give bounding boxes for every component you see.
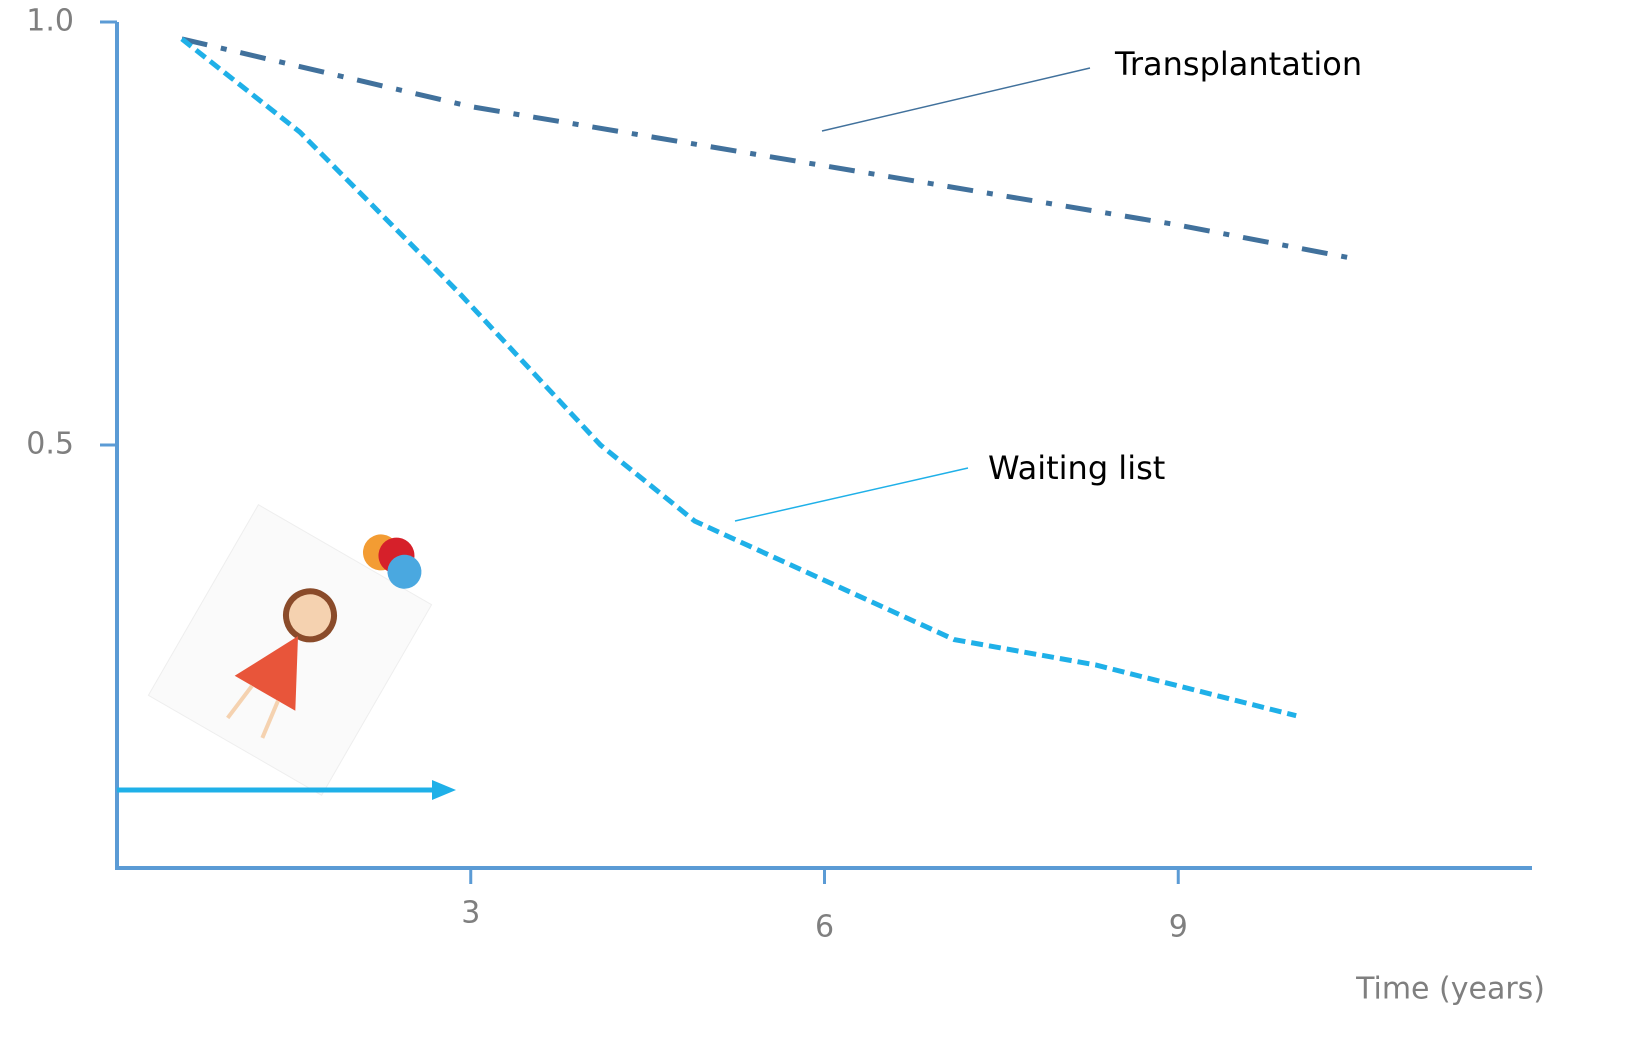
y-tick-label: 0.5 <box>26 427 74 462</box>
x-tick-label: 9 <box>1169 910 1188 945</box>
x-tick-label: 3 <box>461 896 480 931</box>
series-line <box>180 36 1297 719</box>
arrow-head <box>432 780 456 800</box>
y-tick-label: 1.0 <box>26 4 74 39</box>
leader-line <box>734 467 969 522</box>
series-line <box>181 36 1356 262</box>
x-tick-label: 6 <box>815 910 834 945</box>
leader-line <box>821 67 1091 132</box>
series-label: Waiting list <box>988 449 1165 487</box>
x-axis-title: Time (years) <box>1355 972 1545 1007</box>
series-label: Transplantation <box>1114 45 1362 83</box>
illustration <box>147 504 433 796</box>
